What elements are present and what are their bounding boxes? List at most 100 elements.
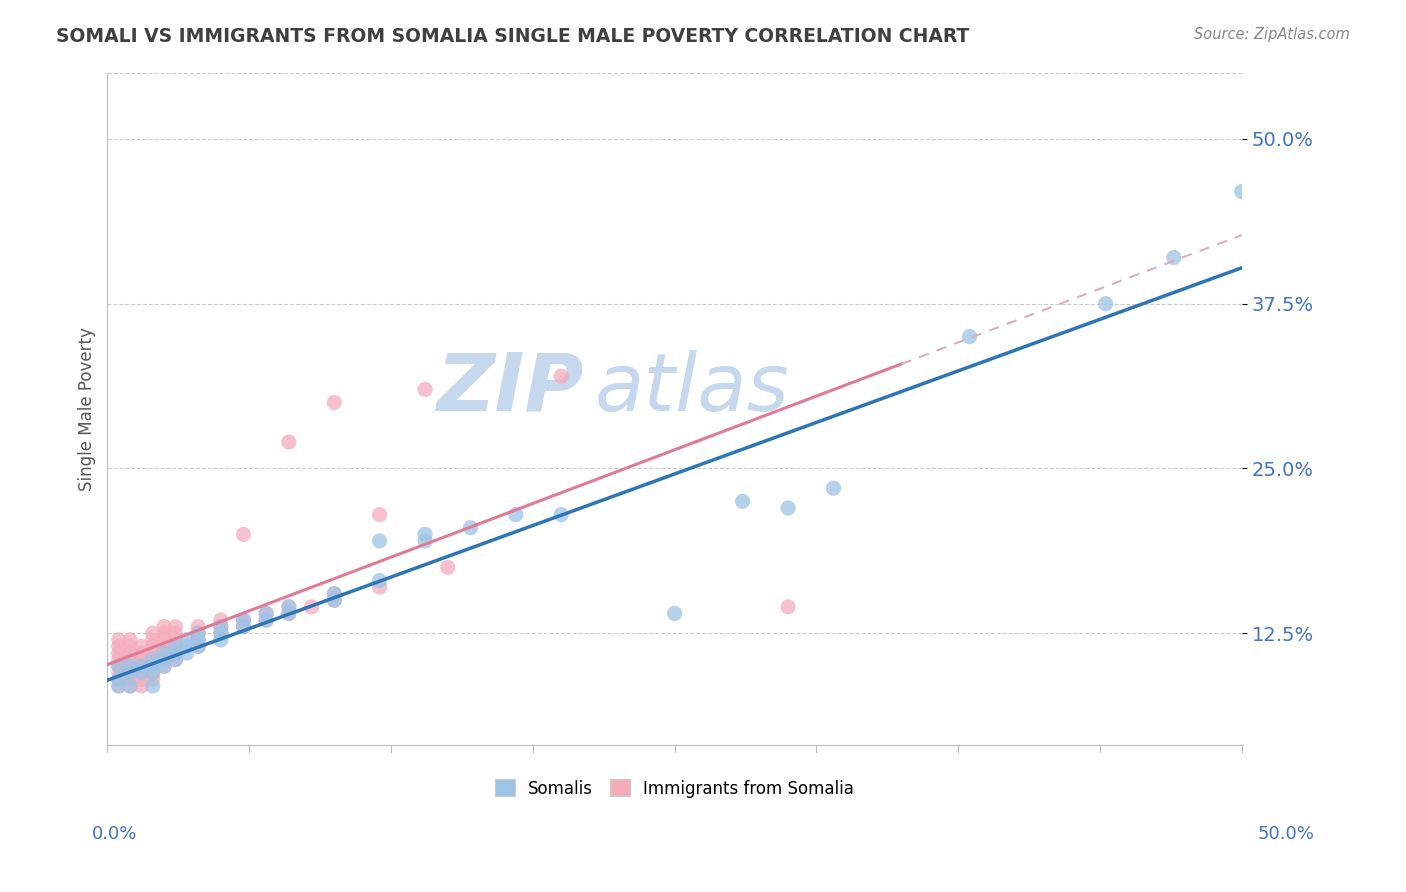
Point	[232, 613, 254, 627]
Legend: Somalis, Immigrants from Somalia: Somalis, Immigrants from Somalia	[488, 772, 860, 805]
Point	[176, 632, 198, 647]
Point	[131, 659, 153, 673]
Point	[209, 620, 232, 634]
Text: SOMALI VS IMMIGRANTS FROM SOMALIA SINGLE MALE POVERTY CORRELATION CHART: SOMALI VS IMMIGRANTS FROM SOMALIA SINGLE…	[56, 27, 970, 45]
Point	[368, 533, 391, 548]
Point	[165, 640, 187, 654]
Point	[107, 679, 129, 693]
Text: Source: ZipAtlas.com: Source: ZipAtlas.com	[1194, 27, 1350, 42]
Point	[142, 646, 165, 660]
Point	[277, 607, 299, 621]
Point	[153, 620, 176, 634]
Point	[232, 620, 254, 634]
Text: 0.0%: 0.0%	[91, 825, 136, 843]
Point	[142, 665, 165, 680]
Point	[131, 679, 153, 693]
Point	[187, 640, 209, 654]
Point	[120, 665, 142, 680]
Point	[107, 652, 129, 666]
Point	[165, 646, 187, 660]
Point	[142, 626, 165, 640]
Point	[232, 613, 254, 627]
Point	[368, 574, 391, 588]
Point	[187, 620, 209, 634]
Point	[120, 632, 142, 647]
Point	[107, 640, 129, 654]
Point	[107, 632, 129, 647]
Point	[142, 665, 165, 680]
Point	[413, 533, 436, 548]
Point	[323, 593, 346, 607]
Point	[460, 521, 482, 535]
Point	[120, 665, 142, 680]
Point	[153, 640, 176, 654]
Point	[232, 620, 254, 634]
Y-axis label: Single Male Poverty: Single Male Poverty	[79, 327, 96, 491]
Point	[120, 673, 142, 687]
Point	[550, 508, 572, 522]
Point	[323, 587, 346, 601]
Point	[1230, 185, 1253, 199]
Point	[550, 369, 572, 384]
Point	[165, 626, 187, 640]
Point	[153, 632, 176, 647]
Point	[1163, 251, 1185, 265]
Point	[368, 508, 391, 522]
Point	[277, 599, 299, 614]
Point	[107, 646, 129, 660]
Point	[209, 632, 232, 647]
Point	[142, 652, 165, 666]
Point	[1094, 296, 1116, 310]
Point	[131, 665, 153, 680]
Point	[165, 632, 187, 647]
Point	[277, 599, 299, 614]
Point	[209, 626, 232, 640]
Point	[323, 395, 346, 409]
Point	[142, 659, 165, 673]
Point	[776, 501, 799, 516]
Point	[187, 626, 209, 640]
Point	[153, 652, 176, 666]
Point	[209, 613, 232, 627]
Point	[142, 659, 165, 673]
Point	[131, 646, 153, 660]
Point	[120, 659, 142, 673]
Point	[436, 560, 458, 574]
Point	[165, 646, 187, 660]
Point	[165, 652, 187, 666]
Point	[120, 652, 142, 666]
Point	[165, 652, 187, 666]
Point	[187, 632, 209, 647]
Point	[153, 659, 176, 673]
Point	[107, 679, 129, 693]
Point	[120, 659, 142, 673]
Point	[142, 632, 165, 647]
Point	[187, 632, 209, 647]
Point	[254, 613, 277, 627]
Point	[153, 626, 176, 640]
Point	[505, 508, 527, 522]
Point	[301, 599, 323, 614]
Point	[131, 652, 153, 666]
Point	[731, 494, 754, 508]
Point	[232, 527, 254, 541]
Point	[776, 599, 799, 614]
Point	[120, 679, 142, 693]
Point	[107, 659, 129, 673]
Point	[131, 673, 153, 687]
Point	[107, 673, 129, 687]
Point	[165, 620, 187, 634]
Point	[277, 435, 299, 450]
Point	[142, 640, 165, 654]
Point	[107, 673, 129, 687]
Point	[142, 673, 165, 687]
Point	[323, 587, 346, 601]
Point	[187, 626, 209, 640]
Point	[187, 640, 209, 654]
Point	[153, 646, 176, 660]
Point	[254, 607, 277, 621]
Point	[107, 665, 129, 680]
Text: atlas: atlas	[595, 350, 790, 428]
Point	[131, 665, 153, 680]
Point	[107, 659, 129, 673]
